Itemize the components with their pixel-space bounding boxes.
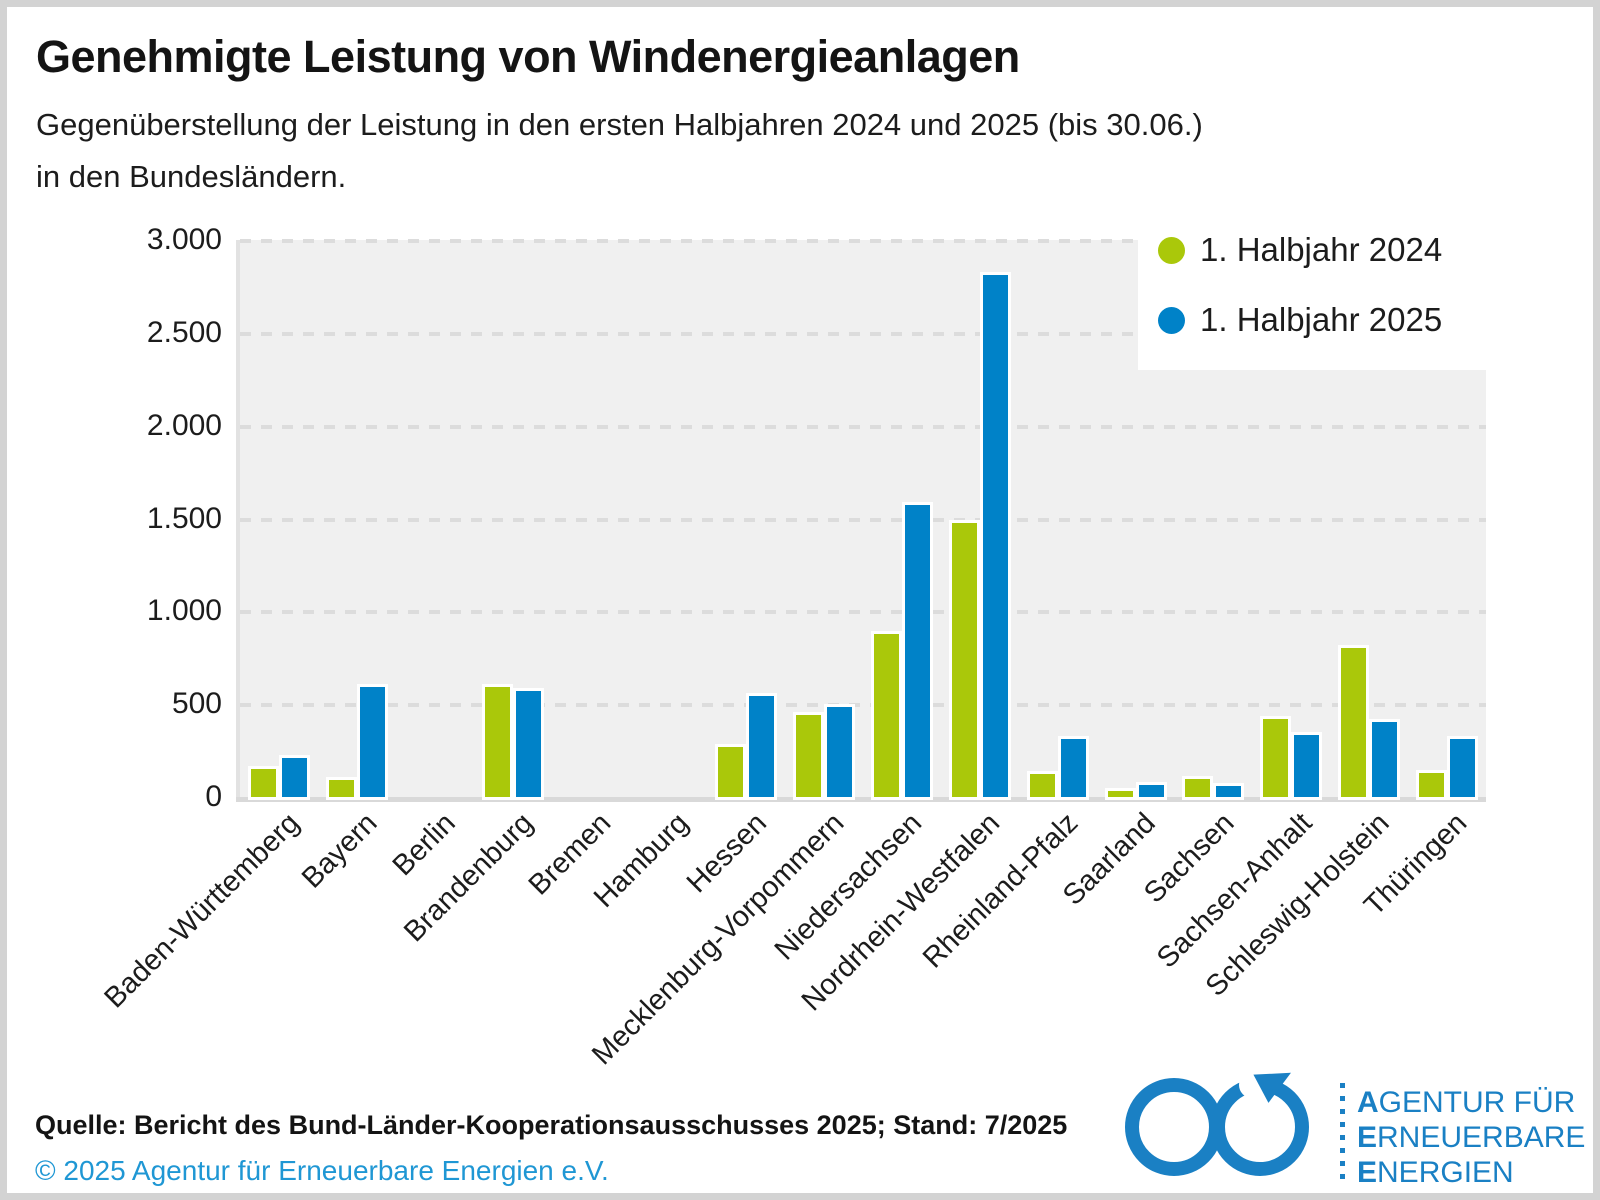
x-axis-label: Baden-Württemberg [98, 807, 306, 1015]
bar-h1-2025-9 [901, 501, 933, 800]
legend-item-2024: 1. Halbjahr 2024 [1158, 231, 1443, 268]
bar-h1-2024-4 [481, 684, 513, 800]
bar-h1-2025-15 [1369, 718, 1401, 800]
aee-logo: AGENTUR FÜR ERNEUERBARE ENERGIEN [1102, 1055, 1585, 1190]
gridline-2500 [240, 331, 1486, 336]
infinity-arrow-icon [1125, 1072, 1309, 1176]
legend: 1. Halbjahr 2024 1. Halbjahr 2025 [1138, 208, 1487, 370]
bar-h1-2024-16 [1416, 769, 1448, 800]
gridline-3000 [240, 239, 1486, 243]
logo-text-line: ERNEUERBARE [1357, 1121, 1586, 1154]
logo-divider-dotted-line [1340, 1083, 1345, 1183]
legend-item-2025: 1. Halbjahr 2025 [1158, 301, 1443, 338]
logo-text-line: ENERGIEN [1357, 1156, 1514, 1189]
bar-h1-2024-14 [1260, 716, 1292, 800]
chart-subtitle: Gegenüberstellung der Leistung in den er… [36, 99, 1536, 203]
logo-text-line: AGENTUR FÜR [1357, 1086, 1576, 1119]
bar-h1-2024-15 [1338, 645, 1370, 800]
bar-h1-2025-7 [746, 692, 778, 800]
bar-h1-2025-2 [356, 684, 388, 800]
y-tick-label: 1.500 [146, 501, 222, 535]
bar-h1-2024-9 [870, 630, 902, 800]
legend-label: 1. Halbjahr 2025 [1200, 301, 1443, 338]
bar-h1-2024-2 [325, 777, 357, 800]
y-tick-label: 0 [205, 780, 222, 813]
logo-text: AGENTUR FÜR ERNEUERBARE ENERGIEN [1357, 1085, 1585, 1190]
bar-h1-2025-16 [1447, 736, 1479, 800]
y-tick-label: 3.000 [146, 223, 222, 256]
bar-h1-2025-10 [979, 272, 1011, 800]
bar-h1-2025-13 [1213, 782, 1245, 801]
bar-h1-2024-13 [1182, 776, 1214, 800]
bar-h1-2024-1 [247, 766, 279, 800]
chart-subtitle-line1: Gegenüberstellung der Leistung in den er… [36, 107, 1203, 142]
bar-h1-2025-8 [824, 703, 856, 800]
y-tick-label: 1.000 [146, 594, 222, 628]
bar-h1-2024-11 [1026, 770, 1058, 801]
gridline-2000 [240, 424, 1486, 429]
bar-h1-2025-1 [278, 755, 310, 800]
copyright-text: © 2025 Agentur für Erneuerbare Energien … [35, 1155, 609, 1186]
gridline-1500 [240, 517, 1486, 522]
legend-dot-icon [1158, 306, 1185, 334]
gridline-500 [240, 703, 1486, 708]
bar-h1-2024-10 [948, 520, 980, 800]
y-axis-line [236, 240, 240, 802]
bar-h1-2025-14 [1291, 731, 1323, 800]
y-tick-label: 2.500 [146, 315, 222, 349]
source-text: Quelle: Bericht des Bund-Länder-Kooperat… [35, 1110, 1068, 1140]
bar-h1-2025-12 [1135, 781, 1167, 800]
legend-label: 1. Halbjahr 2024 [1200, 231, 1443, 268]
chart-title: Genehmigte Leistung von Windenergieanlag… [36, 31, 1020, 82]
bar-h1-2025-4 [512, 688, 544, 800]
gridline-1000 [240, 610, 1486, 615]
bar-h1-2024-12 [1104, 788, 1136, 800]
legend-dot-icon [1158, 236, 1185, 264]
x-axis-line [236, 797, 1486, 802]
y-tick-label: 500 [171, 687, 222, 721]
bar-h1-2024-7 [715, 743, 747, 800]
chart-subtitle-line2: in den Bundesländern. [36, 159, 347, 194]
bar-h1-2024-8 [793, 712, 825, 800]
x-axis-label: Bayern [295, 807, 384, 895]
y-tick-label: 2.000 [146, 408, 222, 442]
bar-h1-2025-11 [1057, 736, 1089, 800]
